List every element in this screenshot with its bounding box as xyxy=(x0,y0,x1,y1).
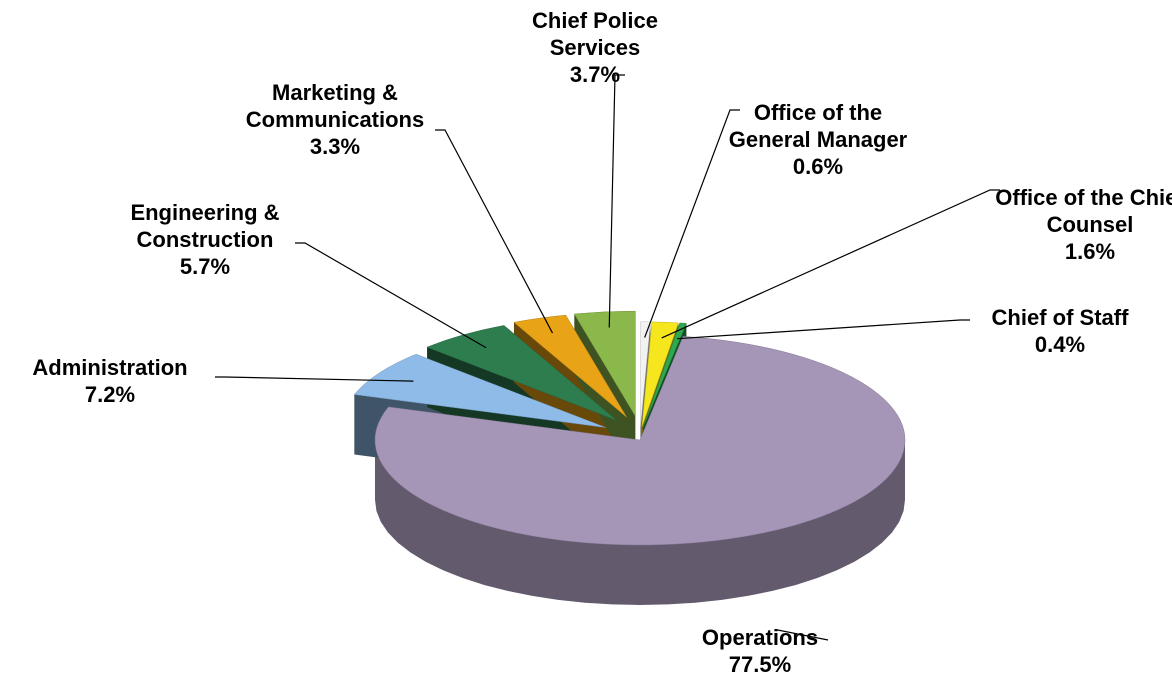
leader-line xyxy=(644,109,740,338)
value-label: 0.4% xyxy=(1035,332,1085,357)
value-label: 0.6% xyxy=(793,154,843,179)
value-label: 77.5% xyxy=(729,652,791,677)
value-label: 3.3% xyxy=(310,134,360,159)
leader-line xyxy=(295,242,487,349)
label-line: Chief of Staff xyxy=(992,305,1130,330)
label-line: Counsel xyxy=(1047,212,1134,237)
slice-label: Marketing & Communications xyxy=(246,80,424,132)
slice-label: Chief Police Services xyxy=(532,8,658,60)
label-line: Chief Police xyxy=(532,8,658,33)
label-line: Administration xyxy=(32,355,187,380)
slice xyxy=(353,353,606,428)
value-label: 3.7% xyxy=(570,62,620,87)
label-line: Communications xyxy=(246,107,424,132)
slice xyxy=(643,322,687,428)
slice-label: Office of the General Manager xyxy=(729,100,908,152)
slice xyxy=(513,314,628,418)
slice xyxy=(641,321,679,427)
slice-label: Operations xyxy=(702,625,818,650)
label-line: Marketing & xyxy=(272,80,398,105)
label-line: Operations xyxy=(702,625,818,650)
slice-label: Office of the Chief Counsel xyxy=(995,185,1172,237)
slice-label: Engineering & Construction xyxy=(130,200,279,252)
slice-label: Chief of Staff xyxy=(992,305,1130,330)
leader-line xyxy=(677,319,970,340)
leader-line xyxy=(608,74,625,328)
value-label: 7.2% xyxy=(85,382,135,407)
leader-line xyxy=(776,629,829,641)
value-label: 1.6% xyxy=(1065,239,1115,264)
label-line: General Manager xyxy=(729,127,908,152)
label-line: Services xyxy=(550,35,641,60)
label-line: Construction xyxy=(137,227,274,252)
label-line: Office of the Chief xyxy=(995,185,1172,210)
slice xyxy=(573,310,636,418)
slice-label: Administration xyxy=(32,355,187,380)
label-line: Office of the xyxy=(754,100,882,125)
value-label: 5.7% xyxy=(180,254,230,279)
leader-line xyxy=(215,376,414,382)
slice xyxy=(374,336,906,546)
leader-line xyxy=(435,129,554,334)
label-line: Engineering & xyxy=(130,200,279,225)
leader-line xyxy=(661,189,1000,339)
slice-side xyxy=(375,440,905,605)
